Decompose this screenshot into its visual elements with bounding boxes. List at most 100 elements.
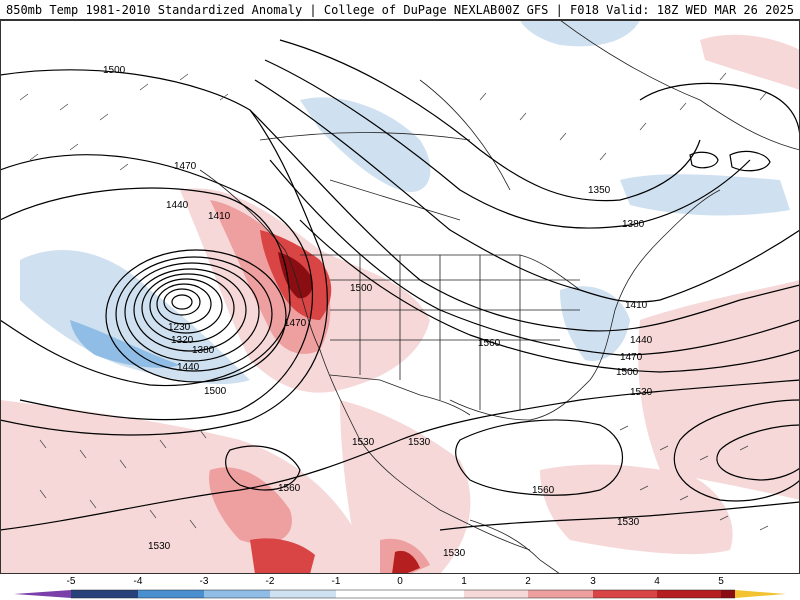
warm-anomaly-core-nw (278, 252, 313, 299)
contour-label-1440-low: 1440 (177, 362, 200, 373)
contour-label-1380: 1380 (192, 345, 215, 356)
contour-label-1560-pacific: 1560 (278, 483, 301, 494)
anomaly-shading (0, 20, 800, 574)
wind-barb-field-1 (19, 73, 229, 171)
height-contours (0, 39, 800, 531)
model-run-info: 00Z GFS | F018 Valid: 18Z WED MAR 26 202… (497, 2, 794, 17)
low-center-contour-8 (115, 256, 273, 372)
contour-label-1350: 1350 (588, 185, 611, 196)
low-center-contour-2 (163, 288, 201, 316)
cold-anomaly-east-coast (560, 286, 630, 361)
colorbar-swatch-minus3 (138, 590, 204, 598)
colorbar-label-minus1: -1 (332, 576, 341, 587)
low-center-contour-3 (156, 283, 212, 325)
contour-label-1470-east: 1470 (620, 352, 643, 363)
contour-south-1530-east (439, 501, 800, 531)
colorbar-swatch-plus2 (528, 590, 593, 598)
canada-interior-lines (259, 79, 511, 221)
contour-label-1380-east: 1380 (622, 219, 645, 230)
colorbar-swatch-plus5 (721, 590, 735, 598)
contour-canada-1410 (254, 79, 800, 303)
colorbar-swatch-minus1 (270, 590, 336, 598)
colorbar: -5 -4 -3 -2 -1 0 1 2 3 4 5 (14, 576, 786, 599)
us-mexico-border (329, 374, 471, 416)
contour-1440-west (0, 187, 291, 387)
low-center-contour-6 (133, 268, 247, 352)
contour-label-1530-atlantic: 1530 (630, 387, 653, 398)
contour-label-1530-caribbean: 1530 (617, 517, 640, 528)
cold-anomaly-canada-east (620, 174, 790, 216)
contour-label-1440-west: 1440 (166, 200, 189, 211)
cold-anomaly-pacific-core (70, 320, 180, 368)
contour-label-1560-caribbean: 1560 (532, 485, 555, 496)
contour-label-1530-south: 1530 (443, 548, 466, 559)
colorbar-swatch-minus4 (71, 590, 138, 598)
cold-anomaly-arctic (520, 20, 640, 47)
contour-label-1530-south-pacific: 1530 (148, 541, 171, 552)
contour-label-1410-west: 1410 (208, 211, 231, 222)
warm-anomaly-moderate-pacific (209, 467, 292, 544)
colorbar-label-minus4: -4 (134, 576, 143, 587)
contour-south-1560 (225, 445, 301, 491)
greenland-coast (559, 20, 800, 151)
low-center-contour-7 (124, 262, 260, 362)
colorbar-swatches (14, 589, 786, 599)
contour-atlantic-ridge-1 (673, 399, 800, 502)
contour-label-1440-east: 1440 (630, 335, 653, 346)
contour-east-1440 (249, 109, 800, 332)
colorbar-swatch-plus1 (464, 590, 528, 598)
warm-anomaly-atlantic (638, 280, 800, 500)
colorbar-swatch-plus4 (657, 590, 721, 598)
map-title: 850mb Temp 1981-2010 Standardized Anomal… (6, 2, 498, 17)
contour-label-1530-mexico: 1530 (352, 437, 375, 448)
colorbar-label-3: 3 (590, 576, 596, 587)
warm-anomaly-mexico (340, 400, 471, 574)
contour-label-1500-east: 1500 (616, 367, 639, 378)
wind-barb-field-3 (619, 425, 769, 531)
low-center-contour-4 (149, 278, 223, 334)
colorbar-swatch-plus3 (593, 590, 657, 598)
contour-label-1500-north: 1500 (103, 65, 126, 76)
warm-anomaly-caribbean (540, 464, 733, 555)
title-bar: 850mb Temp 1981-2010 Standardized Anomal… (0, 0, 800, 20)
contour-1500-west (0, 69, 328, 436)
low-center-contour-1 (171, 294, 193, 310)
central-america-coast (469, 519, 561, 574)
colorbar-label-minus2: -2 (266, 576, 275, 587)
colorbar-swatch-plus5-end (735, 590, 786, 598)
colorbar-label-minus3: -3 (200, 576, 209, 587)
cold-anomaly-canada (300, 97, 431, 192)
contour-south-1530 (0, 379, 800, 531)
contour-canada-1380 (264, 59, 751, 229)
contour-label-1470-north: 1470 (174, 161, 197, 172)
warm-anomaly-moderate-west (210, 200, 331, 354)
wind-barb-field-2 (39, 429, 207, 529)
colorbar-swatch-minus2 (204, 590, 270, 598)
colorbar-swatch-minus5-end (14, 590, 71, 598)
contour-gulf-1560 (455, 419, 623, 496)
warm-anomaly-strong-south (250, 538, 315, 574)
colorbar-label-4: 4 (654, 576, 660, 587)
contour-greenland-low (689, 150, 771, 172)
contour-label-1500-inland: 1500 (350, 283, 373, 294)
colorbar-label-2: 2 (525, 576, 531, 587)
colorbar-label-0: 0 (397, 576, 403, 587)
low-center-contour-5 (141, 273, 235, 343)
colorbar-label-1: 1 (461, 576, 467, 587)
colorbar-swatch-neutral-neg (336, 590, 400, 598)
us-state-lines (330, 255, 580, 410)
contour-label-1560-us: 1560 (478, 338, 501, 349)
contour-greenland-ring (639, 82, 800, 141)
wind-barb-field-4 (479, 72, 767, 161)
colorbar-label-5: 5 (718, 576, 724, 587)
contour-label-1500-low: 1500 (204, 386, 227, 397)
colorbar-tick-labels: -5 -4 -3 -2 -1 0 1 2 3 4 5 (67, 576, 725, 587)
contour-label-1470-coast: 1470 (284, 318, 307, 329)
colorbar-swatch-neutral-pos (400, 590, 464, 598)
colorbar-label-minus5: -5 (67, 576, 76, 587)
contour-label-1410-east: 1410 (625, 300, 648, 311)
anomaly-map: 1500 1470 1440 1410 1500 1470 1230 1320 … (0, 20, 800, 574)
contour-label-1530-gulf: 1530 (408, 437, 431, 448)
wind-barbs (19, 72, 769, 531)
contour-east-1500 (299, 219, 800, 373)
